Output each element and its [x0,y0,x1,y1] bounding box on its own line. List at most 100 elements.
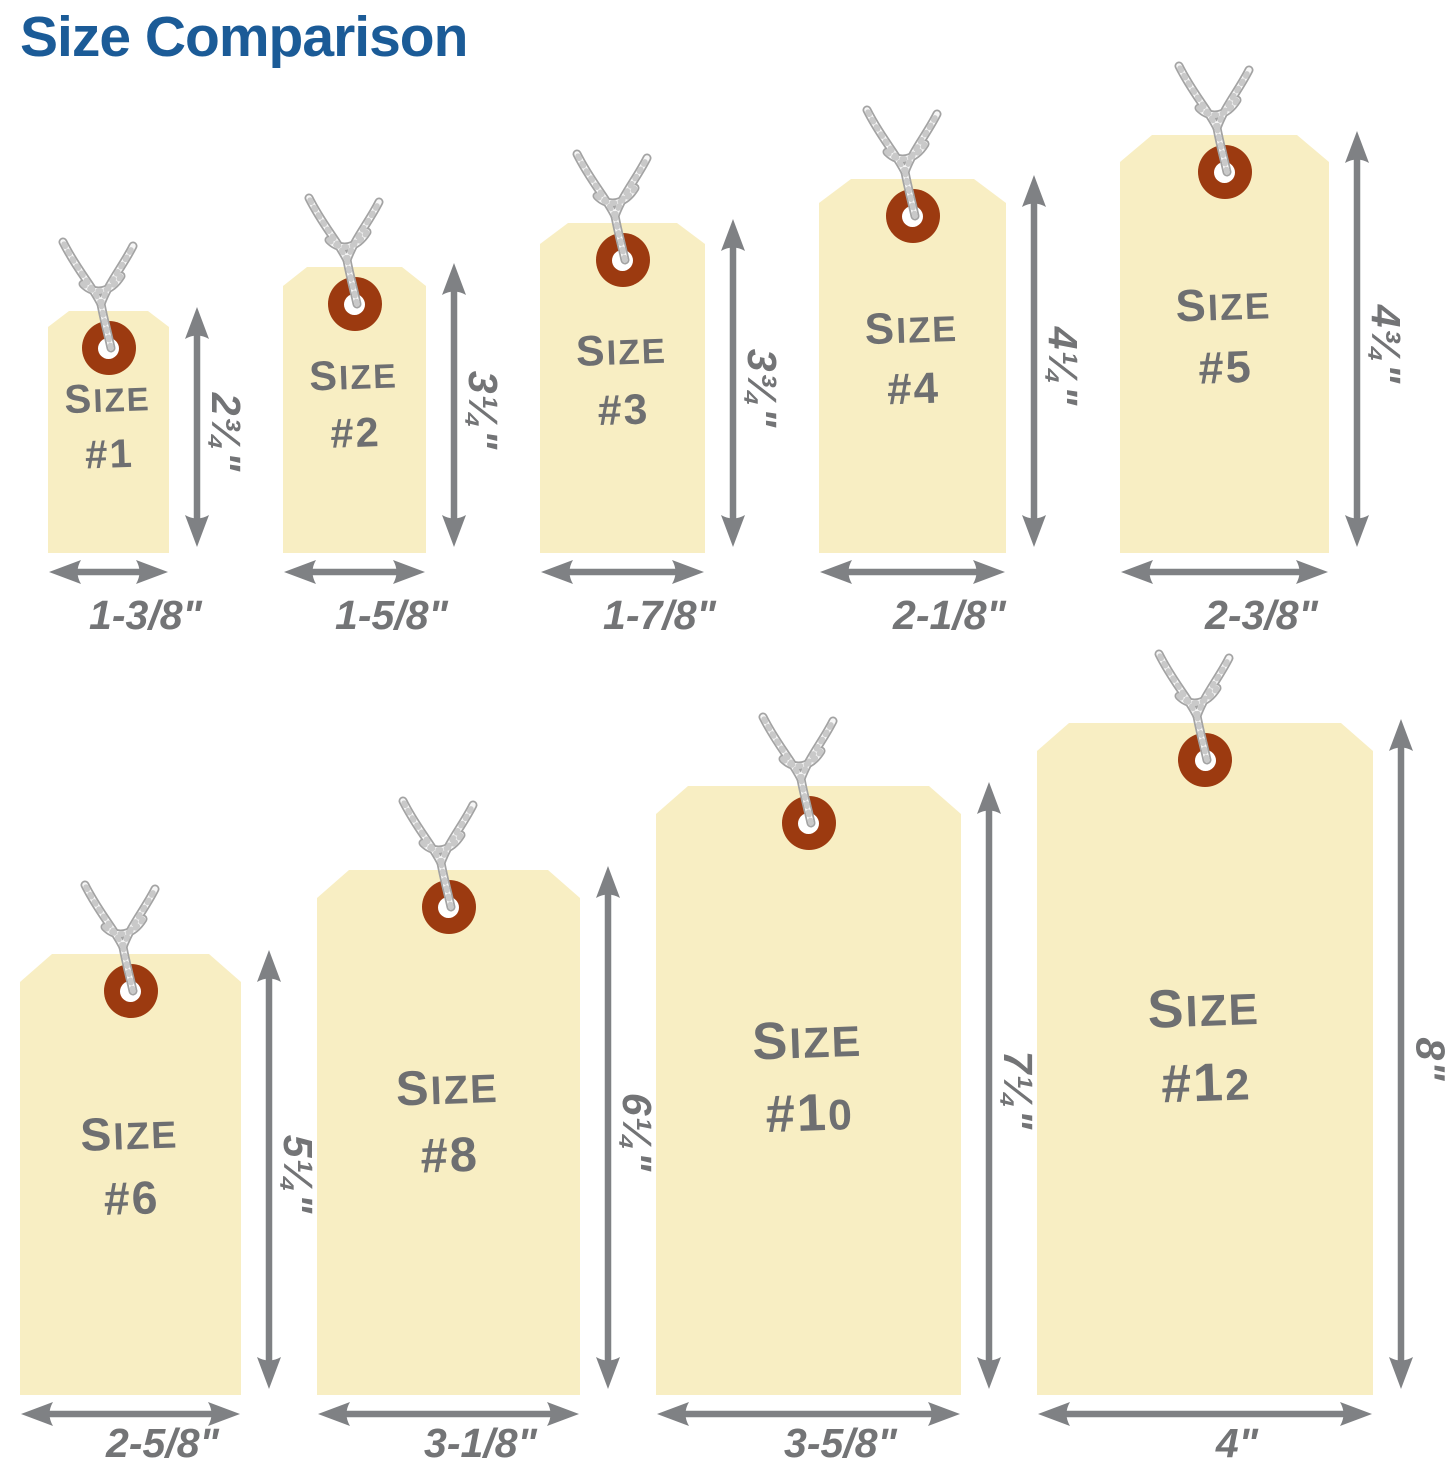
height-label-text: 8" [1407,1036,1454,1082]
width-label: 3-1/8" [424,1420,537,1466]
shipping-tag: SIZE #8 [317,870,580,1395]
shipping-tag: SIZE #10 [656,786,961,1395]
grommet-hole [1195,750,1216,771]
height-arrow [440,262,468,553]
width-label: 2-3/8" [1205,592,1318,638]
tag-unit-2: SIZE #2 3¼" 1-5/8" [281,155,507,639]
height-label-text: 6¼" [614,1092,661,1173]
tag-size-number: #1 [84,431,135,478]
grommet-hole [98,338,119,359]
grommet-icon [1178,733,1232,787]
shipping-tag: SIZE #1 [48,311,169,553]
shipping-tag: SIZE #4 [819,179,1006,553]
width-label: 2-1/8" [893,592,1006,638]
grommet-hole [798,813,819,834]
grommet-hole [120,981,141,1002]
tag-label: SIZE #6 [18,1097,243,1234]
height-label-text: 3¾" [739,348,786,428]
height-label-text: 3¼" [460,370,507,450]
height-label: 6¼" [614,870,661,1395]
tag-size-number: #6 [102,1170,161,1225]
tag-label: SIZE #1 [46,369,171,486]
tag-unit-8: SIZE #8 6¼" 3-1/8" [317,758,661,1466]
height-label-text: 4¾" [1363,304,1410,384]
height-label: 2¾" [203,311,250,553]
height-label-text: 7¼" [995,1050,1042,1131]
tag-unit-5: SIZE #5 4¾" 2-3/8" [1120,23,1410,639]
page-title: Size Comparison [20,5,468,69]
grommet-hole [344,294,365,315]
tag-row-bottom: SIZE #6 5¼" 2-5/8" SIZE #8 6¼" 3-1/8" SIZE #10 7¼"… [18,611,1454,1466]
width-label: 1-3/8" [89,592,202,638]
width-arrow [819,558,1006,591]
width-arrow [1120,558,1329,591]
height-label: 4¼" [1040,179,1087,553]
width-label: 1-5/8" [335,592,448,638]
width-label: 3-5/8" [784,1420,897,1466]
height-label-text: 5¼" [275,1134,322,1215]
width-label: 2-5/8" [106,1420,219,1466]
width-arrow [20,1400,241,1433]
tag-size-number: #4 [886,363,941,415]
tag-size-number: #8 [419,1127,480,1184]
tag-size-number: #3 [596,385,651,436]
height-arrow [594,865,622,1395]
height-label: 7¼" [995,786,1042,1395]
tag-label: SIZE #3 [538,319,707,444]
tag-size-word: SIZE [751,1012,864,1072]
width-arrow [317,1400,580,1433]
height-arrow [1343,130,1371,553]
tag-size-word: SIZE [308,351,399,400]
tag-unit-3: SIZE #3 3¾" 1-7/8" [540,111,786,639]
tag-size-number: #10 [764,1084,855,1145]
grommet-hole [902,206,923,227]
grommet-hole [438,897,459,918]
tag-size-word: SIZE [79,1107,180,1161]
height-label: 8" [1407,723,1454,1395]
tag-size-number: #12 [1160,1051,1253,1115]
shipping-tag: SIZE #5 [1120,135,1329,553]
tag-label: SIZE #8 [315,1049,583,1195]
grommet-hole [1214,162,1235,183]
height-label-text: 4¼" [1040,326,1087,406]
height-arrow [1387,718,1415,1395]
shipping-tag: SIZE #3 [540,223,705,553]
tag-label: SIZE #12 [1034,965,1375,1127]
tag-size-word: SIZE [63,376,152,423]
grommet-icon [328,277,382,331]
tag-size-word: SIZE [575,327,668,377]
width-label: 1-7/8" [603,592,716,638]
tag-unit-6: SIZE #6 5¼" 2-5/8" [18,842,322,1466]
height-label: 5¼" [275,954,322,1395]
height-arrow [719,218,747,553]
tag-unit-4: SIZE #4 4¼" 2-1/8" [819,67,1087,639]
tag-label: SIZE #4 [817,294,1008,423]
tag-unit-10: SIZE #10 7¼" 3-5/8" [656,674,1042,1466]
width-arrow [48,558,169,591]
height-arrow [255,949,283,1395]
height-label: 3¾" [739,223,786,553]
tag-label: SIZE #2 [281,344,428,465]
grommet-icon [422,880,476,934]
tag-size-word: SIZE [394,1061,500,1117]
tag-label: SIZE #10 [654,1000,964,1157]
grommet-icon [886,189,940,243]
tag-size-number: #5 [1197,340,1254,394]
shipping-tag: SIZE #12 [1037,723,1373,1395]
height-arrow [1020,174,1048,553]
tag-size-word: SIZE [1146,978,1261,1040]
grommet-icon [596,233,650,287]
height-arrow [183,306,211,553]
grommet-icon [782,796,836,850]
tag-size-word: SIZE [1174,279,1273,332]
height-arrow [975,781,1003,1395]
tag-size-number: #2 [329,408,382,458]
tag-row-top: SIZE #1 2¾" 1-3/8" SIZE #2 3¼" 1-5/8" SIZE #3 3¾" 1… [48,23,1410,639]
height-label: 4¾" [1363,135,1410,553]
width-arrow [656,1400,961,1433]
tag-unit-1: SIZE #1 2¾" 1-3/8" [48,199,250,639]
width-arrow [283,558,426,591]
width-label: 4" [1215,1420,1259,1466]
width-arrow [540,558,705,591]
